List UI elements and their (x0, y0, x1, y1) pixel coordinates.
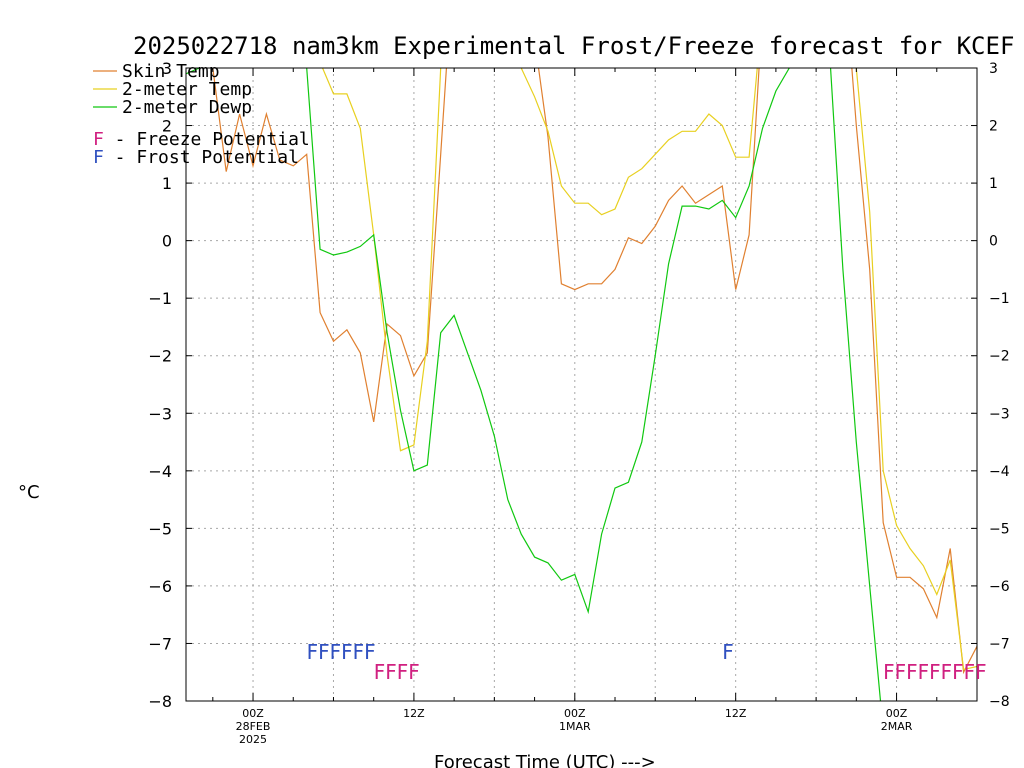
y-tick-label-left: −1 (148, 289, 172, 308)
y-tick-label-right: −8 (989, 694, 1010, 710)
x-axis-label: Forecast Time (UTC) ---> (434, 752, 656, 768)
potential-marker: F (722, 640, 734, 664)
y-tick-label-left: 3 (162, 59, 172, 78)
y-tick-label-left: −7 (148, 634, 172, 653)
x-tick-label: 28FEB (236, 720, 271, 733)
y-tick-label-left: −5 (148, 519, 172, 538)
x-tick-label: 00Z (242, 707, 264, 720)
chart-title: 2025022718 nam3km Experimental Frost/Fre… (133, 32, 1014, 60)
y-tick-label-left: −8 (148, 692, 172, 711)
y-tick-label-left: −6 (148, 577, 172, 596)
series-line-2-meter-temp (321, 68, 977, 671)
series-lines (186, 68, 977, 701)
y-tick-label-right: 0 (989, 234, 998, 250)
x-tick-label: 2MAR (881, 720, 913, 733)
y-tick-label-right: 1 (989, 176, 998, 192)
y-tick-label-right: −2 (989, 349, 1010, 365)
y-tick-label-right: −5 (989, 521, 1010, 537)
y-tick-label-right: 2 (989, 119, 998, 135)
x-tick-label: 12Z (725, 707, 747, 720)
series-line-2-meter-dewp (186, 68, 882, 701)
y-tick-label-left: −4 (148, 462, 172, 481)
y-tick-label-left: 1 (162, 174, 172, 193)
y-axis-ticks: −8 −8 −7 −7 −6 −6 −5 −5 −4 −4 −3 −3 −2 −2 −1 −1 0 0 1 1 2 2 3 3 (148, 59, 1009, 711)
y-tick-label-left: −3 (148, 404, 172, 423)
grid-lines (186, 68, 977, 701)
potential-marker: FFFFFFFFF (883, 660, 987, 684)
potential-marker: FFFF (374, 660, 420, 684)
y-tick-label-left: 2 (162, 117, 172, 136)
x-tick-label: 2025 (239, 733, 267, 746)
legend-label: 2-meter Temp (122, 79, 252, 100)
potential-legend-item: F - Freeze Potential (93, 129, 310, 150)
legend-label: Skin Temp (122, 61, 220, 82)
x-tick-label: 00Z (886, 707, 908, 720)
y-tick-label-right: −7 (989, 636, 1010, 652)
y-tick-label-right: −4 (989, 464, 1010, 480)
x-tick-label: 12Z (403, 707, 425, 720)
x-tick-label: 00Z (564, 707, 586, 720)
x-tick-label: 1MAR (559, 720, 591, 733)
series-line-skin-temp (212, 68, 977, 675)
potential-marker: FFFFFF (307, 640, 376, 664)
y-tick-label-left: 0 (162, 232, 172, 251)
potential-legend-item: F - Frost Potential (93, 147, 299, 168)
y-tick-label-right: 3 (989, 61, 998, 77)
legend-label: 2-meter Dewp (122, 97, 252, 118)
y-axis-label: °C (18, 482, 40, 503)
y-tick-label-right: −3 (989, 406, 1010, 422)
y-tick-label-right: −6 (989, 579, 1010, 595)
y-tick-label-right: −1 (989, 291, 1010, 307)
plot-frame (185, 67, 978, 702)
y-tick-label-left: −2 (148, 347, 172, 366)
